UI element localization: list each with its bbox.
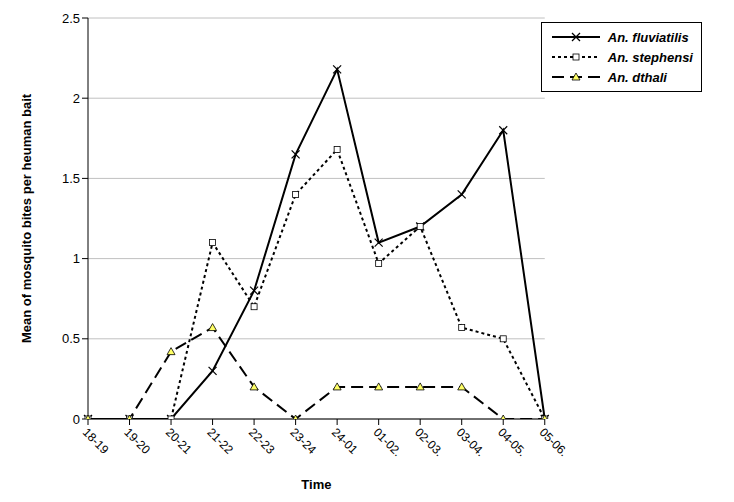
svg-text:03-04.: 03-04.	[454, 425, 488, 459]
svg-text:02-03.: 02-03.	[412, 425, 446, 459]
svg-text:Mean of mosquito bites per heu: Mean of mosquito bites per heuman bait	[19, 93, 34, 343]
svg-text:Time: Time	[301, 477, 331, 492]
svg-text:2: 2	[73, 91, 80, 106]
svg-text:0.5: 0.5	[62, 331, 80, 346]
svg-text:0: 0	[73, 412, 80, 427]
html-text:An. dthali: An. dthali	[607, 69, 667, 85]
svg-text:18-19: 18-19	[80, 425, 112, 457]
svg-text:24-01: 24-01	[329, 425, 361, 457]
svg-text:22-23: 22-23	[246, 425, 278, 457]
svg-text:2.5: 2.5	[62, 11, 80, 26]
svg-text:01-02.: 01-02.	[371, 425, 405, 459]
svg-text:04-05.: 04-05.	[495, 425, 529, 459]
svg-text:20-21: 20-21	[163, 425, 195, 457]
svg-text:21-22: 21-22	[204, 425, 236, 457]
html-text:An. fluviatilis: An. fluviatilis	[607, 29, 689, 45]
html-text:An. stephensi: An. stephensi	[607, 49, 693, 65]
svg-text:1.5: 1.5	[62, 171, 80, 186]
svg-text:1: 1	[73, 251, 80, 266]
svg-text:05-06.: 05-06.	[537, 425, 571, 459]
svg-text:23-24: 23-24	[287, 425, 319, 457]
svg-text:19-20: 19-20	[121, 425, 153, 457]
